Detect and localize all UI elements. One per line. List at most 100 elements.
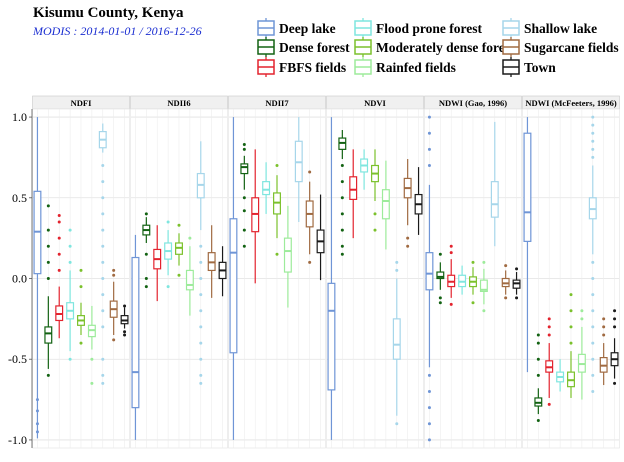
- outlier-point: [373, 212, 377, 216]
- panel-ndwi-mcfeeters-1996: NDWI (McFeeters, 1996): [522, 95, 620, 449]
- outlier-point: [35, 422, 39, 426]
- outlier-point: [35, 398, 39, 402]
- box-shallow-lake: [196, 141, 205, 385]
- box-deep-lake: [229, 117, 238, 440]
- legend-item-flood-prone-forest: Flood prone forest: [354, 18, 483, 38]
- outlier-point: [166, 220, 170, 224]
- legend-label: Sugarcane fields: [524, 40, 619, 55]
- box-deep-lake: [425, 115, 434, 442]
- outlier-point: [101, 373, 105, 377]
- outlier-point: [101, 180, 105, 184]
- legend-item-town: Town: [502, 57, 556, 77]
- box-deep-lake: [131, 234, 140, 440]
- outlier-point: [602, 317, 606, 321]
- outlier-point: [46, 244, 50, 248]
- outlier-point: [199, 357, 203, 361]
- box-sugarcane-fields: [501, 264, 510, 300]
- legend-label: Rainfed fields: [376, 60, 456, 75]
- outlier-point: [123, 333, 127, 337]
- outlier-point: [57, 268, 61, 272]
- outlier-point: [515, 267, 519, 271]
- box-moderately-dense-forest: [175, 223, 183, 277]
- outlier-point: [340, 228, 344, 232]
- box-iqr: [392, 318, 401, 360]
- outlier-point: [427, 406, 431, 410]
- panel-strip-label: NDII6: [167, 98, 190, 108]
- y-tick-label: 1.0: [12, 110, 27, 124]
- outlier-point: [166, 285, 170, 289]
- panel-strip-label: NDII7: [265, 98, 289, 108]
- box-town: [414, 167, 423, 235]
- box-town: [218, 246, 227, 297]
- y-axis: 1.0 0.5 0.0 -0.5 -1.0: [8, 109, 33, 448]
- outlier-point: [438, 296, 442, 300]
- outlier-point: [57, 214, 61, 218]
- outlier-point: [123, 304, 127, 308]
- outlier-point: [101, 244, 105, 248]
- box-iqr: [262, 181, 271, 196]
- box-dense-forest: [142, 212, 151, 289]
- panel-ndvi: NDVI: [326, 95, 424, 449]
- box-rainfed-fields: [479, 260, 488, 313]
- outlier-point: [504, 264, 508, 268]
- outlier-point: [591, 155, 595, 159]
- outlier-point: [591, 390, 595, 393]
- panel-ndfi: NDFI: [32, 95, 130, 449]
- outlier-point: [613, 317, 617, 321]
- outlier-point: [591, 341, 595, 345]
- outlier-point: [79, 285, 83, 289]
- box-dense-forest: [436, 252, 445, 305]
- box-iqr: [44, 326, 53, 344]
- box-iqr: [327, 282, 336, 391]
- outlier-point: [199, 260, 203, 264]
- outlier-point: [547, 325, 551, 329]
- outlier-point: [427, 422, 431, 426]
- outlier-point: [199, 244, 203, 248]
- outlier-point: [569, 325, 573, 329]
- outlier-point: [515, 296, 519, 300]
- box-shallow-lake: [588, 115, 597, 393]
- outlier-point: [46, 260, 50, 264]
- box-shallow-lake: [392, 260, 401, 426]
- box-iqr: [436, 271, 445, 280]
- box-moderately-dense-forest: [77, 268, 85, 345]
- outlier-point: [46, 204, 50, 208]
- panel-ndwi-gao-1996: NDWI (Gao, 1996): [424, 95, 522, 449]
- box-flood-prone-forest: [164, 220, 173, 289]
- panel-strip-label: NDWI (McFeeters, 1996): [525, 98, 617, 108]
- outlier-point: [591, 293, 595, 297]
- panel-strip-label: NDVI: [364, 98, 386, 108]
- outlier-point: [427, 438, 431, 442]
- box-shallow-lake: [294, 117, 303, 222]
- box-rainfed-fields: [577, 309, 586, 400]
- box-rainfed-fields: [283, 205, 292, 308]
- legend-label: Moderately dense forest: [376, 40, 515, 55]
- box-iqr: [479, 279, 488, 293]
- outlier-point: [177, 223, 181, 227]
- outlier-point: [275, 164, 279, 167]
- y-tick-label: 0.5: [12, 191, 27, 205]
- outlier-point: [591, 357, 595, 361]
- outlier-point: [101, 357, 105, 361]
- box-sugarcane-fields: [599, 317, 608, 386]
- chart-subtitle: MODIS : 2014-01-01 / 2016-12-26: [33, 24, 202, 38]
- outlier-point: [112, 273, 116, 277]
- legend-item-dense-forest: Dense forest: [257, 37, 350, 57]
- outlier-point: [471, 301, 475, 305]
- box-moderately-dense-forest: [371, 149, 379, 232]
- outlier-point: [471, 260, 475, 264]
- legend: Deep lake Dense forest FBFS fields Flood pr…: [257, 18, 619, 77]
- panel-strip-label: NDFI: [71, 98, 92, 108]
- y-tick-label: -1.0: [8, 433, 27, 447]
- outlier-point: [482, 309, 486, 313]
- outlier-point: [57, 220, 61, 224]
- legend-label: FBFS fields: [279, 60, 346, 75]
- outlier-point: [57, 252, 61, 256]
- outlier-point: [275, 252, 279, 256]
- outlier-point: [449, 302, 453, 306]
- outlier-point: [569, 309, 573, 313]
- outlier-point: [199, 277, 203, 280]
- outlier-point: [591, 373, 595, 377]
- outlier-point: [449, 251, 453, 255]
